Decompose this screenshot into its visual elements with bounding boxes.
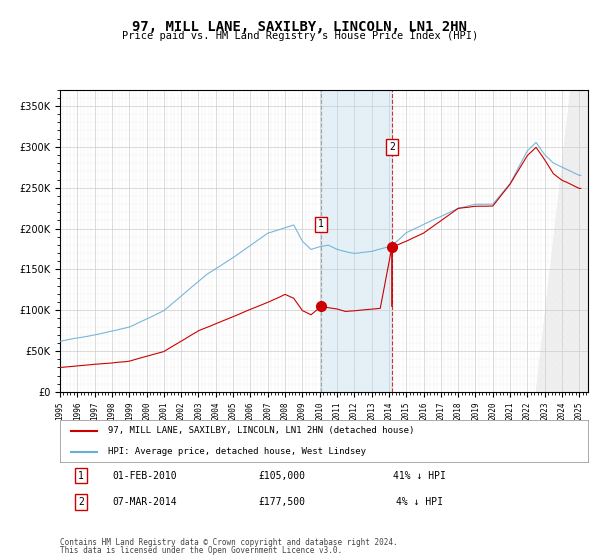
Text: 2: 2: [389, 142, 395, 152]
Text: 4% ↓ HPI: 4% ↓ HPI: [395, 497, 443, 507]
Text: 2: 2: [78, 497, 84, 507]
Text: 1: 1: [318, 220, 324, 230]
Text: Contains HM Land Registry data © Crown copyright and database right 2024.: Contains HM Land Registry data © Crown c…: [60, 538, 398, 547]
Text: 41% ↓ HPI: 41% ↓ HPI: [392, 470, 445, 480]
Text: £177,500: £177,500: [258, 497, 305, 507]
Text: HPI: Average price, detached house, West Lindsey: HPI: Average price, detached house, West…: [107, 447, 365, 456]
Text: 97, MILL LANE, SAXILBY, LINCOLN, LN1 2HN: 97, MILL LANE, SAXILBY, LINCOLN, LN1 2HN: [133, 20, 467, 34]
Text: This data is licensed under the Open Government Licence v3.0.: This data is licensed under the Open Gov…: [60, 546, 342, 555]
Text: 01-FEB-2010: 01-FEB-2010: [112, 470, 177, 480]
Text: 07-MAR-2014: 07-MAR-2014: [112, 497, 177, 507]
Text: Price paid vs. HM Land Registry's House Price Index (HPI): Price paid vs. HM Land Registry's House …: [122, 31, 478, 41]
Text: 97, MILL LANE, SAXILBY, LINCOLN, LN1 2HN (detached house): 97, MILL LANE, SAXILBY, LINCOLN, LN1 2HN…: [107, 426, 414, 435]
Text: £105,000: £105,000: [258, 470, 305, 480]
Text: 1: 1: [78, 470, 84, 480]
Bar: [321, 90, 392, 392]
